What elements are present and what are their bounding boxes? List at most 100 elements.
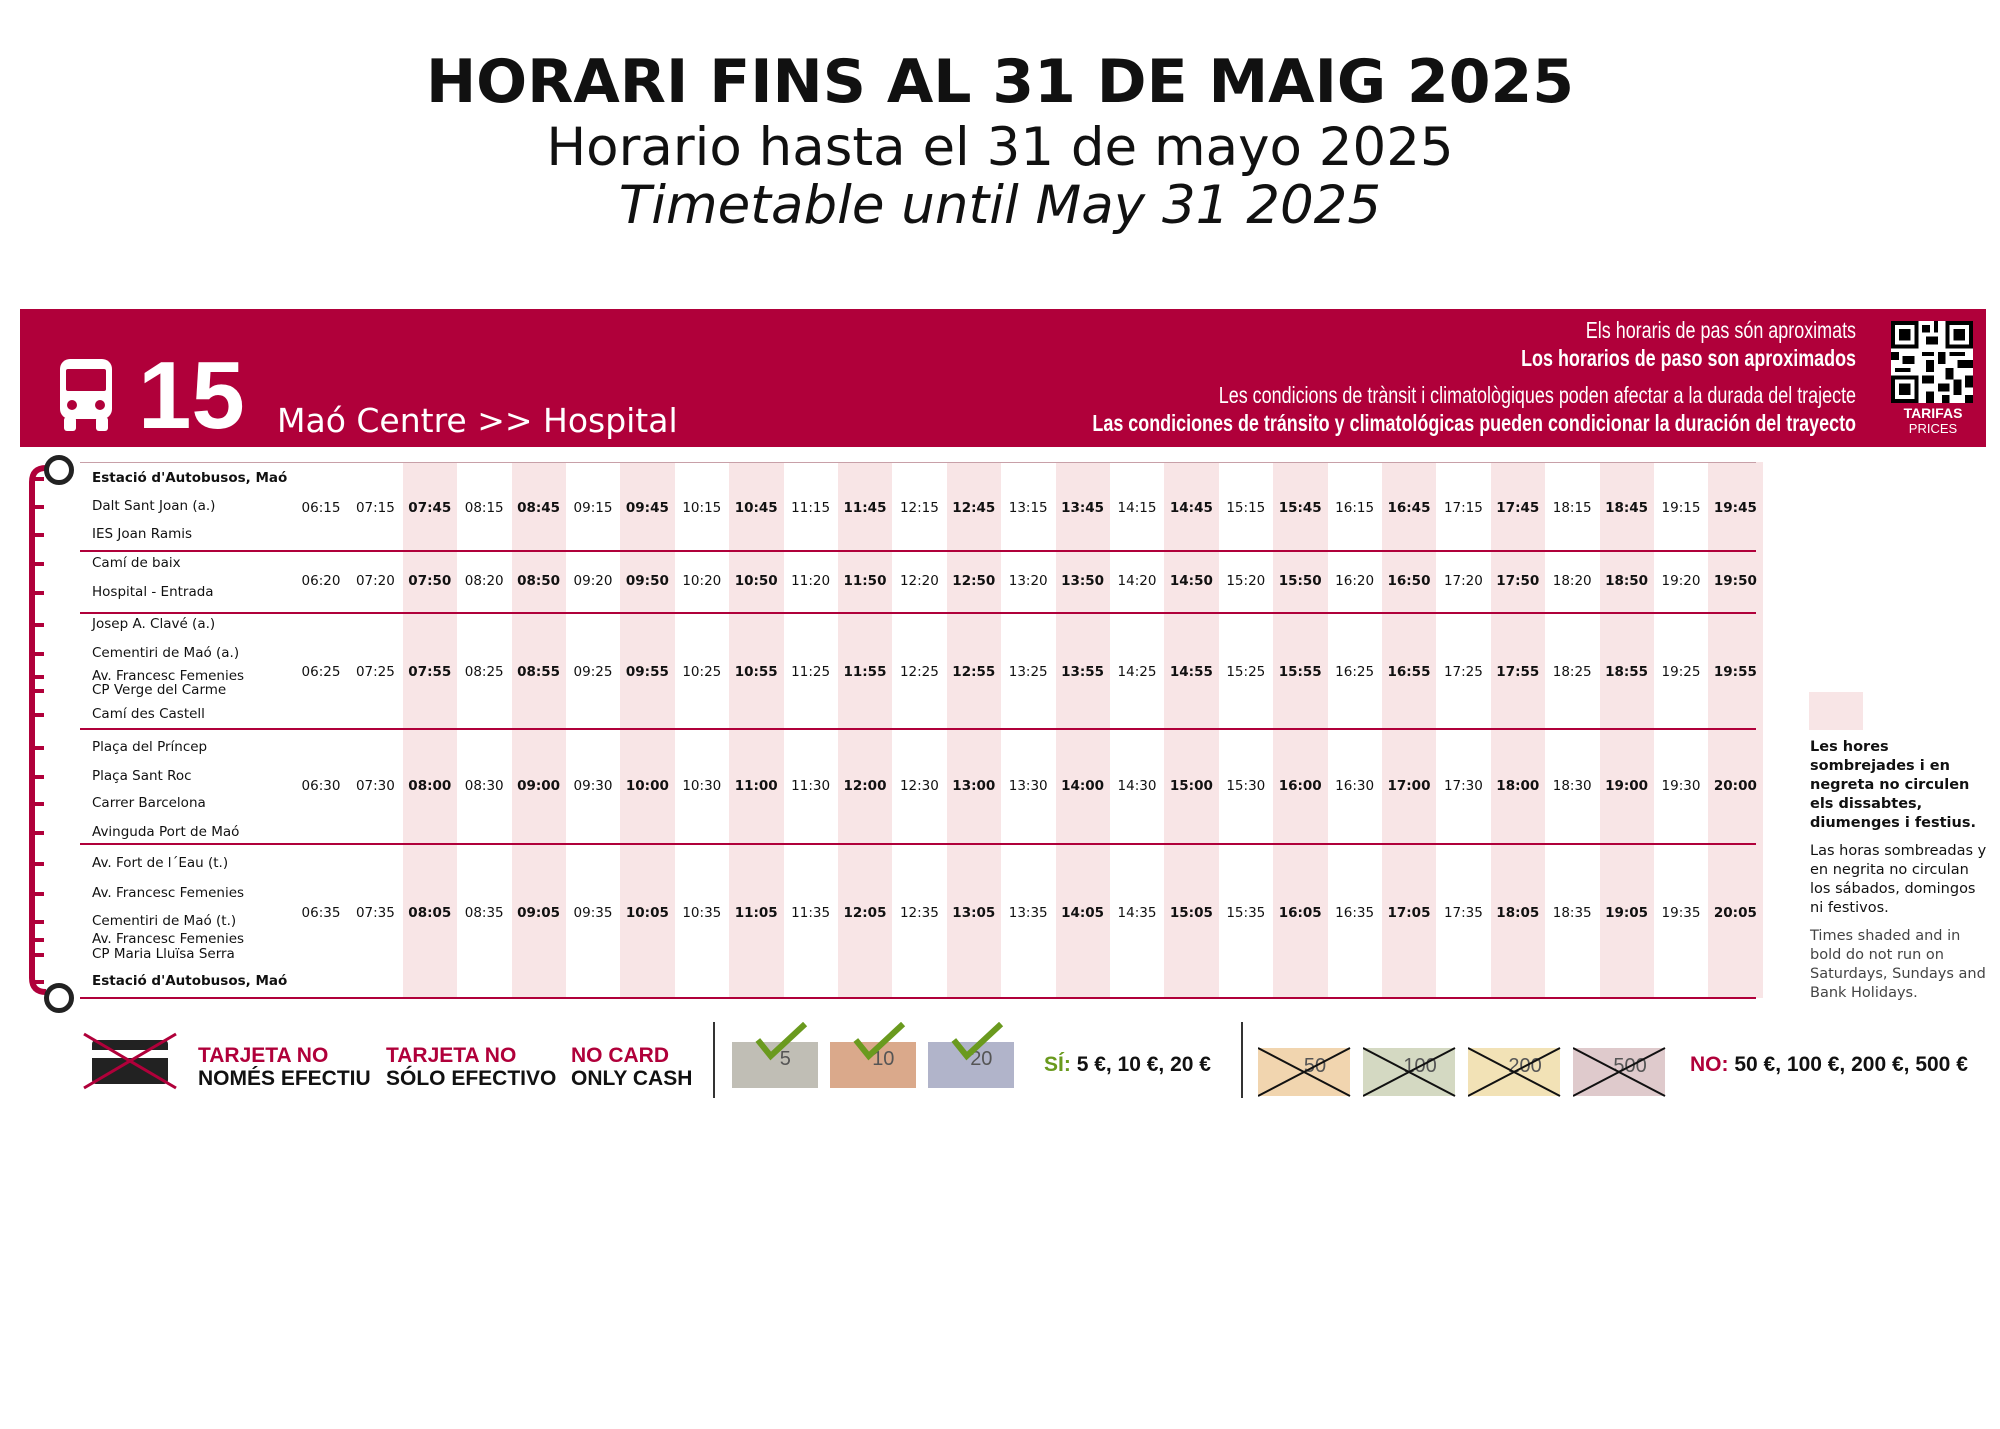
departure-time: 15:05: [1169, 905, 1213, 921]
stop-name: Av. Francesc Femenies: [92, 931, 245, 947]
stop-name: Av. Francesc Femenies: [92, 668, 245, 684]
departure-time: 06:25: [301, 664, 341, 680]
stop-name: Estació d'Autobusos, Maó: [92, 973, 288, 989]
departure-time: 15:50: [1278, 573, 1322, 589]
rejected-banknote-200-icon: 200: [1468, 1047, 1561, 1097]
departure-time: 17:50: [1496, 573, 1540, 589]
departure-time: 19:45: [1713, 500, 1757, 516]
route-line-diagram: [29, 465, 47, 995]
departure-time: 12:00: [843, 778, 887, 794]
note-conditions-es: Las condiciones de tránsito y climatológ…: [1092, 410, 1856, 436]
departure-time: 19:30: [1661, 778, 1701, 794]
stop-name: CP Verge del Carme: [92, 682, 227, 698]
departure-time: 06:20: [301, 573, 341, 589]
route-banner: 15 Maó Centre >> Hospital Els horaris de…: [20, 309, 1986, 447]
departure-time: 11:55: [843, 664, 887, 680]
departure-time: 17:25: [1443, 664, 1483, 680]
departure-time: 10:45: [734, 500, 778, 516]
svg-text:5: 5: [780, 1048, 791, 1070]
departure-time: 06:15: [301, 500, 341, 516]
departure-time: 11:05: [734, 905, 778, 921]
departure-time: 07:30: [355, 778, 395, 794]
departure-time: 13:35: [1008, 905, 1048, 921]
departure-time: 12:50: [952, 573, 996, 589]
departure-time: 15:35: [1226, 905, 1266, 921]
route-name: Maó Centre >> Hospital: [277, 401, 678, 440]
departure-time: 17:05: [1387, 905, 1431, 921]
rejected-notes-label: NO: 50 €, 100 €, 200 €, 500 €: [1690, 1053, 1968, 1076]
departure-time: 10:25: [682, 664, 722, 680]
departure-time: 18:15: [1552, 500, 1592, 516]
departure-time: 12:20: [899, 573, 939, 589]
no-label: NO:: [1690, 1053, 1729, 1076]
departure-time: 09:15: [573, 500, 613, 516]
departure-time: 19:55: [1713, 664, 1757, 680]
departure-time: 10:20: [682, 573, 722, 589]
departure-time: 14:45: [1169, 500, 1213, 516]
departure-time: 18:20: [1552, 573, 1592, 589]
svg-text:10: 10: [872, 1048, 894, 1070]
departure-time: 13:05: [952, 905, 996, 921]
stop-name: Carrer Barcelona: [92, 795, 206, 811]
departure-time: 07:45: [408, 500, 452, 516]
departure-time: 13:55: [1061, 664, 1105, 680]
accepted-banknote-5-icon: 5: [732, 1022, 818, 1088]
no-card-ca-line2: NOMÉS EFECTIU: [198, 1067, 371, 1090]
departure-time: 16:15: [1335, 500, 1375, 516]
no-card-ca-line1: TARJETA NO: [198, 1044, 329, 1067]
departure-time: 17:15: [1443, 500, 1483, 516]
departure-time: 09:45: [625, 500, 669, 516]
accepted-banknote-20-icon: 20: [928, 1022, 1014, 1088]
departure-time: 09:55: [625, 664, 669, 680]
departure-time: 06:35: [301, 905, 341, 921]
departure-time: 16:50: [1387, 573, 1431, 589]
departure-time: 14:50: [1169, 573, 1213, 589]
rejected-banknote-100-icon: 100: [1363, 1047, 1456, 1097]
departure-time: 11:20: [791, 573, 831, 589]
departure-time: 15:55: [1278, 664, 1322, 680]
departure-time: 10:50: [734, 573, 778, 589]
departure-time: 08:45: [517, 500, 561, 516]
departure-time: 10:35: [682, 905, 722, 921]
yes-label: SÍ:: [1044, 1053, 1071, 1076]
departure-time: 14:05: [1061, 905, 1105, 921]
departure-time: 17:20: [1443, 573, 1483, 589]
departure-time: 07:15: [355, 500, 395, 516]
no-card-icon: [83, 1032, 177, 1090]
departure-time: 17:35: [1443, 905, 1483, 921]
qr-code-icon[interactable]: [1891, 321, 1973, 403]
stop-name: Josep A. Clavé (a.): [92, 616, 216, 632]
departure-time: 12:15: [899, 500, 939, 516]
stop-name: Cementiri de Maó (a.): [92, 645, 240, 661]
route-number: 15: [138, 342, 245, 449]
stop-name: Avinguda Port de Maó: [92, 824, 240, 840]
departure-time: 16:45: [1387, 500, 1431, 516]
terminal-start-icon: [44, 455, 74, 485]
departure-time: 13:15: [1008, 500, 1048, 516]
legend: Les hores sombrejades i en negreta no ci…: [1810, 738, 1990, 1012]
stop-name: Av. Fort de l´Eau (t.): [92, 855, 229, 871]
note-conditions-ca: Les condicions de trànsit i climatològiq…: [1218, 382, 1856, 408]
departure-time: 16:05: [1278, 905, 1322, 921]
stop-name: Av. Francesc Femenies: [92, 885, 245, 901]
departure-time: 07:25: [355, 664, 395, 680]
stop-name: Plaça del Príncep: [92, 739, 208, 755]
departure-time: 09:50: [625, 573, 669, 589]
departure-time: 13:25: [1008, 664, 1048, 680]
no-card-catalan: TARJETA NO NOMÉS EFECTIU: [198, 1044, 371, 1090]
bus-icon: [60, 359, 112, 431]
banner-notes: Els horaris de pas són aproximats Los ho…: [1092, 317, 1856, 438]
yes-values: 5 €, 10 €, 20 €: [1076, 1053, 1211, 1076]
departure-time: 08:05: [408, 905, 452, 921]
departure-time: 18:25: [1552, 664, 1592, 680]
legend-catalan: Les hores sombrejades i en negreta no ci…: [1810, 739, 1976, 831]
divider: [1241, 1022, 1243, 1098]
departure-time: 08:50: [517, 573, 561, 589]
rejected-banknote-50-icon: 50: [1258, 1047, 1351, 1097]
no-values: 50 €, 100 €, 200 €, 500 €: [1734, 1053, 1968, 1076]
departure-time: 19:50: [1713, 573, 1757, 589]
note-approx-ca: Els horaris de pas són aproximats: [1585, 317, 1856, 343]
departure-time: 07:20: [355, 573, 395, 589]
stop-name: Camí des Castell: [92, 706, 205, 722]
timetable: Estació d'Autobusos, Maó Dalt Sant Joan (…: [80, 462, 1763, 999]
